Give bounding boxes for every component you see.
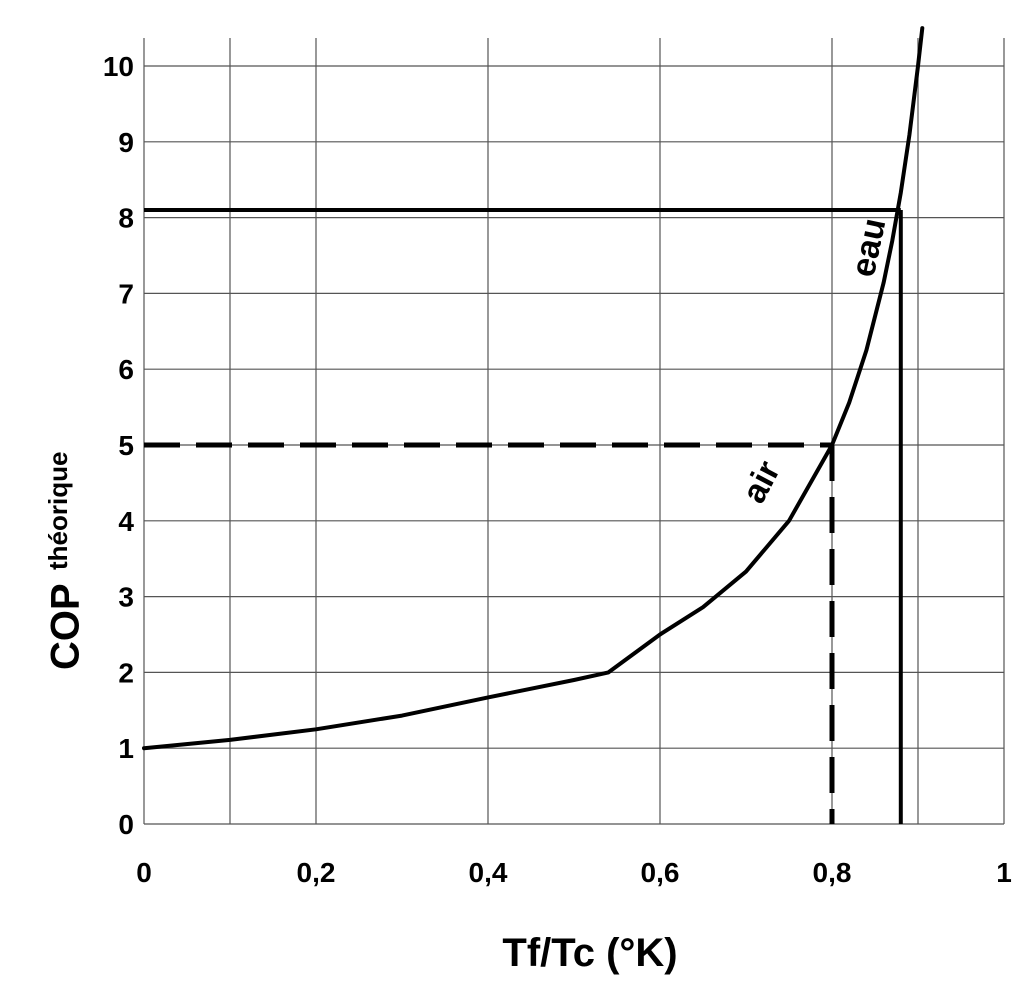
reference-lines — [144, 208, 903, 824]
series — [142, 26, 925, 751]
x-tick-label: 0,2 — [297, 857, 336, 888]
y-tick-label: 4 — [118, 506, 134, 537]
y-tick-label: 7 — [118, 278, 134, 309]
x-tick-label: 0,6 — [641, 857, 680, 888]
y-tick-label: 1 — [118, 733, 134, 764]
y-tick-label: 6 — [118, 354, 134, 385]
y-tick-label: 10 — [103, 51, 134, 82]
y-tick-label: 8 — [118, 203, 134, 234]
x-axis-title: Tf/Tc (°K) — [502, 931, 677, 975]
air-label: air — [735, 455, 788, 510]
y-axis-subscript: théorique — [43, 452, 73, 570]
x-tick-label: 0,8 — [813, 857, 852, 888]
cop-curve — [142, 26, 925, 751]
y-tick-label: 2 — [118, 657, 134, 688]
x-tick-label: 1 — [996, 857, 1012, 888]
y-tick-label: 5 — [118, 430, 134, 461]
x-tick-label: 0,4 — [469, 857, 508, 888]
x-tick-label: 0 — [136, 857, 152, 888]
y-axis-title: COP — [44, 583, 88, 670]
grid — [143, 38, 1005, 825]
y-tick-label: 3 — [118, 582, 134, 613]
y-tick-label: 9 — [118, 127, 134, 158]
y-tick-label: 0 — [118, 809, 134, 840]
